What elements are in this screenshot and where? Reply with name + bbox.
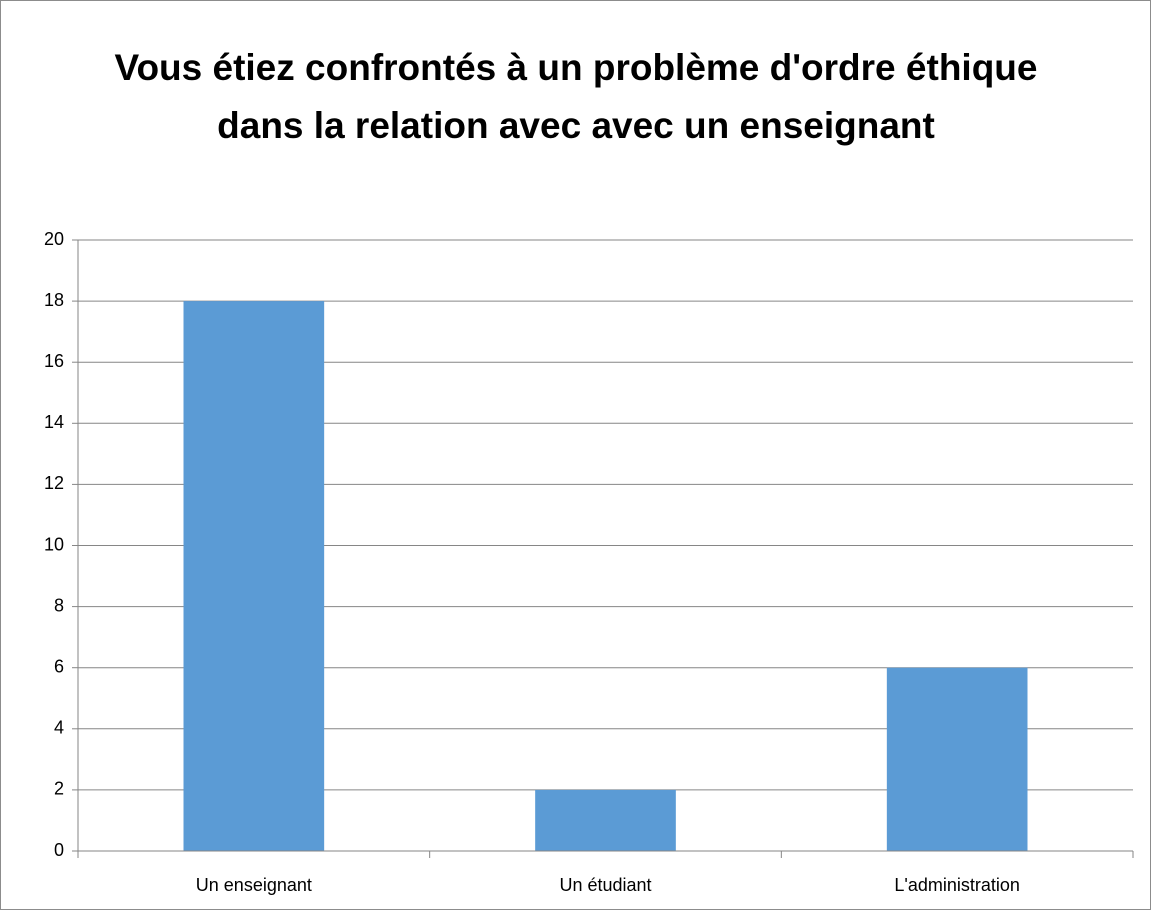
y-tick-label: 16 bbox=[44, 351, 64, 371]
chart-title: Vous étiez confrontés à un problème d'or… bbox=[114, 47, 1038, 146]
y-tick-label: 2 bbox=[54, 779, 64, 799]
bar bbox=[886, 667, 1028, 851]
y-tick-label: 12 bbox=[44, 473, 64, 493]
x-tick-label: Un enseignant bbox=[196, 875, 312, 895]
bar bbox=[183, 301, 325, 852]
y-tick-label: 10 bbox=[44, 534, 64, 554]
y-tick-label: 4 bbox=[54, 718, 64, 738]
bar bbox=[535, 789, 676, 851]
y-tick-label: 8 bbox=[54, 595, 64, 615]
y-tick-label: 0 bbox=[54, 840, 64, 860]
x-tick-label: Un étudiant bbox=[559, 875, 651, 895]
y-tick-label: 6 bbox=[54, 656, 64, 676]
x-tick-label: L'administration bbox=[894, 875, 1020, 895]
y-tick-label: 18 bbox=[44, 290, 64, 310]
y-tick-label: 14 bbox=[44, 412, 64, 432]
y-tick-label: 20 bbox=[44, 229, 64, 249]
